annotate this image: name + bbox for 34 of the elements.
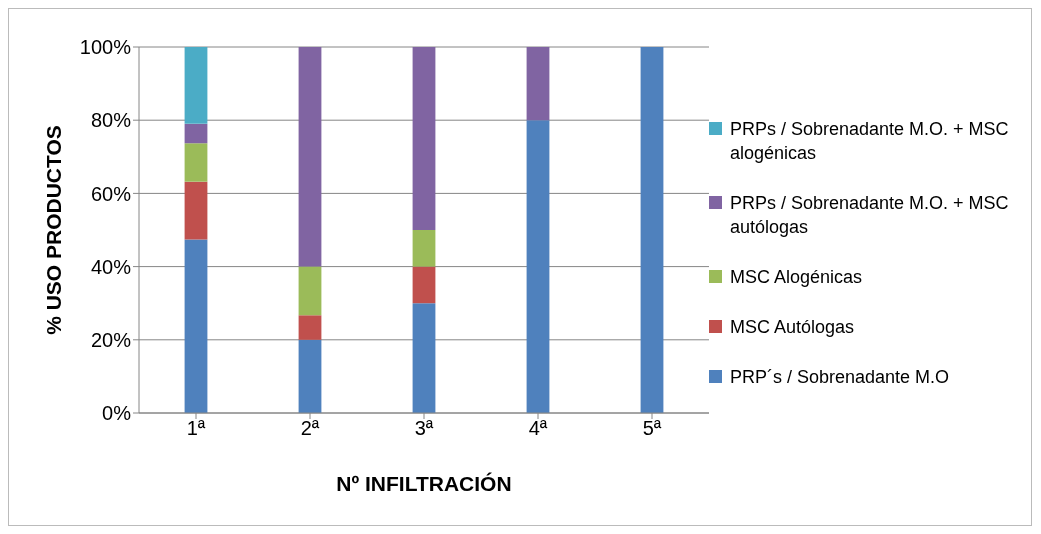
legend-label: PRPs / Sobrenadante M.O. + MSC alogénicas xyxy=(730,118,1009,165)
bar xyxy=(298,315,322,340)
y-axis-title: % USO PRODUCTOS xyxy=(42,125,66,335)
bar xyxy=(526,120,550,413)
bar xyxy=(298,339,322,413)
y-tick-label: 80% xyxy=(90,109,132,132)
y-tick-label: 40% xyxy=(90,255,132,278)
x-tick-label: 3ª xyxy=(414,417,434,440)
x-tick-label: 2ª xyxy=(300,417,320,440)
bar xyxy=(184,181,208,240)
x-tick-label: 5ª xyxy=(642,417,662,440)
bar xyxy=(640,47,664,413)
legend-label: PRPs / Sobrenadante M.O. + MSC autólogas xyxy=(730,192,1009,239)
legend-label: MSC Alogénicas xyxy=(730,266,863,289)
bar xyxy=(184,123,208,144)
bar xyxy=(412,303,436,413)
bar xyxy=(412,266,436,304)
bar xyxy=(412,47,436,230)
y-tick-label: 60% xyxy=(90,182,132,205)
legend-label: MSC Autólogas xyxy=(730,316,855,339)
x-tick-label: 1ª xyxy=(186,417,206,440)
bar xyxy=(184,47,208,124)
legend-label: PRP´s / Sobrenadante M.O xyxy=(730,366,950,389)
x-axis-title: Nº INFILTRACIÓN xyxy=(336,472,512,495)
y-tick-label: 100% xyxy=(79,36,132,59)
y-tick-label: 0% xyxy=(102,402,132,425)
bar xyxy=(184,239,208,413)
bar xyxy=(298,47,322,267)
x-tick-label: 4ª xyxy=(528,417,548,440)
bar xyxy=(298,266,322,316)
bar xyxy=(412,230,436,267)
bar xyxy=(184,143,208,182)
y-tick-label: 20% xyxy=(90,328,132,351)
bar xyxy=(526,47,550,121)
